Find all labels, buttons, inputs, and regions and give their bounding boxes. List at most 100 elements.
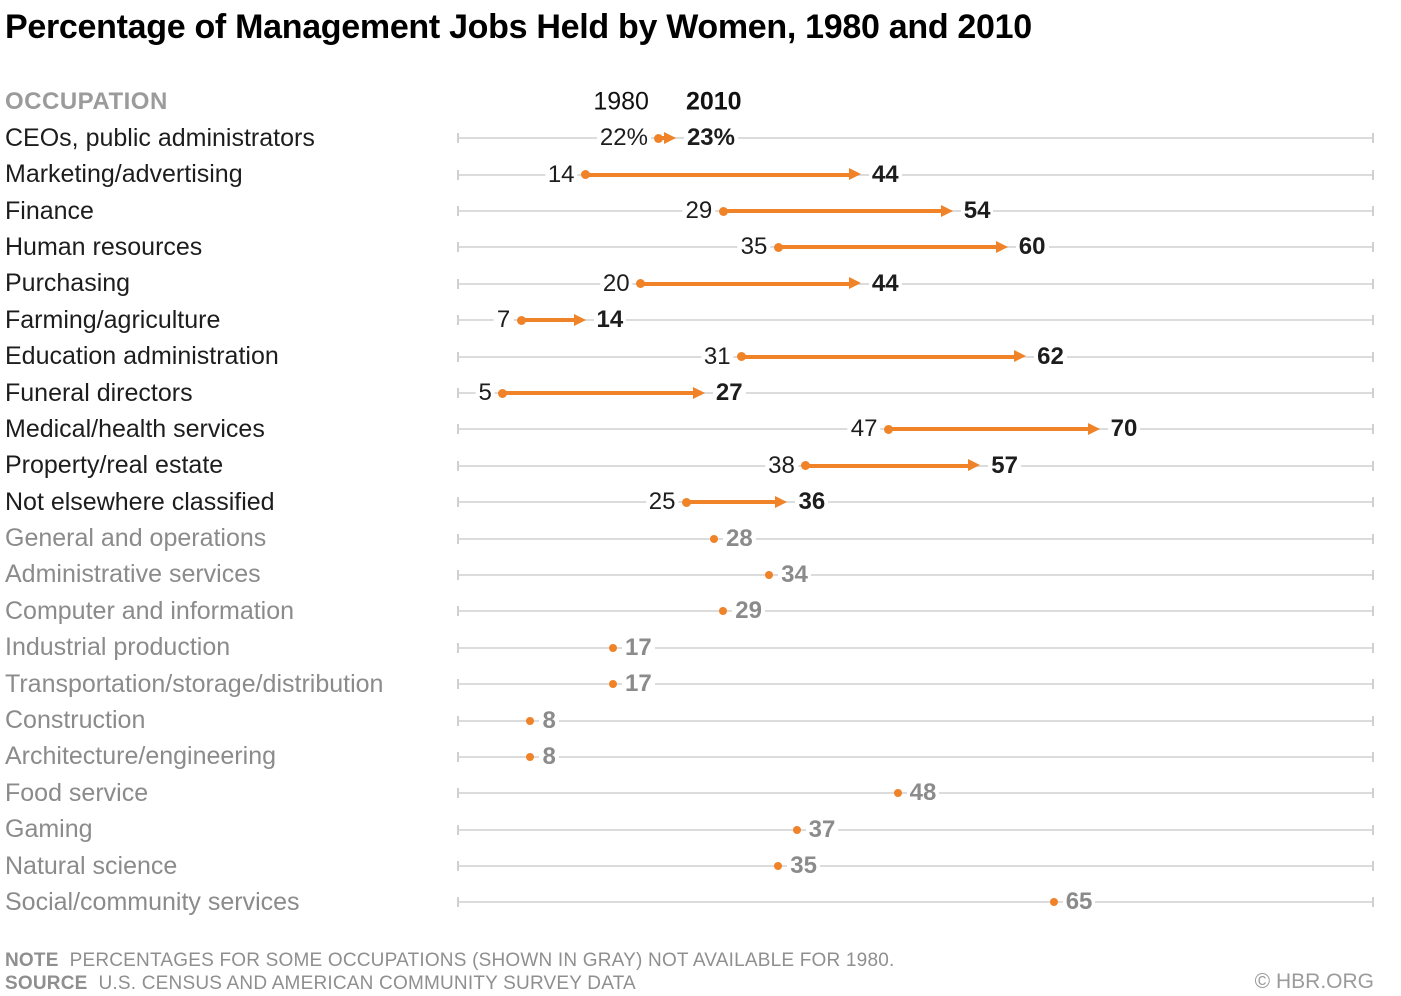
value-2010: 35 xyxy=(787,852,820,881)
occupation-label: Funeral directors xyxy=(5,378,193,407)
arrowhead-icon xyxy=(663,131,676,144)
row-gridline xyxy=(457,755,1374,758)
chart-row: Industrial production 17 xyxy=(5,630,1374,666)
occupation-label: CEOs, public administrators xyxy=(5,123,315,152)
occupation-label: Farming/agriculture xyxy=(5,305,221,334)
axis-tick-right xyxy=(1372,569,1374,580)
occupation-label: Education administration xyxy=(5,342,279,371)
change-arrow-line xyxy=(640,281,851,286)
value-2010: 36 xyxy=(795,488,829,517)
value-2010: 8 xyxy=(539,706,559,735)
note-label: NOTE xyxy=(5,949,59,971)
value-2010: 28 xyxy=(723,524,756,553)
dot-1980 xyxy=(654,133,664,143)
row-gridline xyxy=(457,282,1374,285)
dot-1980 xyxy=(498,388,508,398)
axis-tick-left xyxy=(457,679,459,690)
axis-tick-left xyxy=(457,569,459,580)
row-gridline xyxy=(457,392,1374,395)
occupation-label: Property/real estate xyxy=(5,451,224,480)
year-legend: 1980 2010 xyxy=(457,87,1374,117)
value-2010: 62 xyxy=(1034,342,1067,371)
change-arrow-line xyxy=(778,245,998,250)
axis-tick-right xyxy=(1372,861,1374,872)
row-gridline xyxy=(457,828,1374,831)
dot-1980 xyxy=(636,279,646,289)
axis-tick-left xyxy=(457,861,459,872)
row-plot: 17 xyxy=(457,630,1374,666)
dot-1980 xyxy=(773,242,783,252)
value-1980: 20 xyxy=(599,269,633,298)
axis-tick-left xyxy=(457,715,459,726)
dot-2010 xyxy=(893,789,902,798)
axis-tick-right xyxy=(1372,206,1374,217)
chart-row: Property/real estate 38 57 xyxy=(5,448,1374,484)
row-plot: 35 xyxy=(457,848,1374,884)
axis-tick-left xyxy=(457,460,459,471)
axis-tick-left xyxy=(457,388,459,399)
value-2010: 60 xyxy=(1015,233,1049,262)
chart-row: Architecture/engineering 8 xyxy=(5,739,1374,775)
occupation-label: Natural science xyxy=(5,851,178,880)
row-gridline xyxy=(457,501,1374,504)
chart-header-row: OCCUPATION 1980 2010 xyxy=(5,87,1374,117)
chart-row: Food service 48 xyxy=(5,775,1374,811)
value-1980: 5 xyxy=(475,379,495,408)
occupation-label: General and operations xyxy=(5,524,267,553)
value-2010: 70 xyxy=(1107,415,1141,444)
chart-row: Natural science 35 xyxy=(5,848,1374,884)
axis-tick-left xyxy=(457,897,459,908)
row-plot: 22% 23% xyxy=(457,120,1374,156)
chart-rows: CEOs, public administrators 22% 23% Marketi… xyxy=(5,120,1374,921)
copyright-hbr: © HBR.ORG xyxy=(1254,969,1374,993)
axis-tick-right xyxy=(1372,169,1374,180)
axis-tick-left xyxy=(457,133,459,144)
value-1980: 47 xyxy=(847,415,881,444)
value-1980: 25 xyxy=(645,488,679,517)
axis-tick-right xyxy=(1372,315,1374,326)
axis-tick-right xyxy=(1372,715,1374,726)
chart-row: Funeral directors 5 27 xyxy=(5,375,1374,411)
occupation-label: Purchasing xyxy=(5,269,131,298)
dot-2010 xyxy=(710,534,719,543)
chart-row: Social/community services 65 xyxy=(5,884,1374,920)
row-plot: 29 54 xyxy=(457,193,1374,229)
row-plot: 25 36 xyxy=(457,484,1374,520)
chart-row: Human resources 35 60 xyxy=(5,229,1374,265)
row-plot: 38 57 xyxy=(457,448,1374,484)
dot-2010 xyxy=(609,643,618,652)
arrowhead-icon xyxy=(940,204,953,217)
axis-tick-right xyxy=(1372,679,1374,690)
year-2010-label: 2010 xyxy=(685,87,742,116)
value-2010: 29 xyxy=(732,597,765,626)
value-1980: 35 xyxy=(737,233,771,262)
dot-1980 xyxy=(801,461,811,471)
dot-1980 xyxy=(737,352,747,362)
axis-tick-left xyxy=(457,642,459,653)
arrowhead-icon xyxy=(968,459,981,472)
axis-tick-right xyxy=(1372,242,1374,253)
dot-1980 xyxy=(883,424,893,434)
axis-tick-right xyxy=(1372,388,1374,399)
axis-tick-left xyxy=(457,206,459,217)
axis-tick-right xyxy=(1372,278,1374,289)
occupation-column-header: OCCUPATION xyxy=(5,88,168,116)
row-plot: 14 44 xyxy=(457,156,1374,192)
chart-footer: NOTE PERCENTAGES FOR SOME OCCUPATIONS (SH… xyxy=(5,949,1374,995)
chart-row: Finance 29 54 xyxy=(5,193,1374,229)
chart-row: CEOs, public administrators 22% 23% xyxy=(5,120,1374,156)
value-2010: 57 xyxy=(988,451,1021,480)
axis-tick-right xyxy=(1372,460,1374,471)
row-gridline xyxy=(457,173,1374,176)
axis-tick-left xyxy=(457,533,459,544)
note-text: PERCENTAGES FOR SOME OCCUPATIONS (SHOWN … xyxy=(69,949,895,971)
dot-2010 xyxy=(792,825,801,834)
change-arrow-line xyxy=(805,463,971,468)
value-1980: 29 xyxy=(682,197,716,226)
dot-1980 xyxy=(581,170,591,180)
axis-tick-left xyxy=(457,497,459,508)
value-2010: 14 xyxy=(593,306,627,335)
value-2010: 27 xyxy=(712,379,746,408)
dot-2010 xyxy=(1049,898,1058,907)
